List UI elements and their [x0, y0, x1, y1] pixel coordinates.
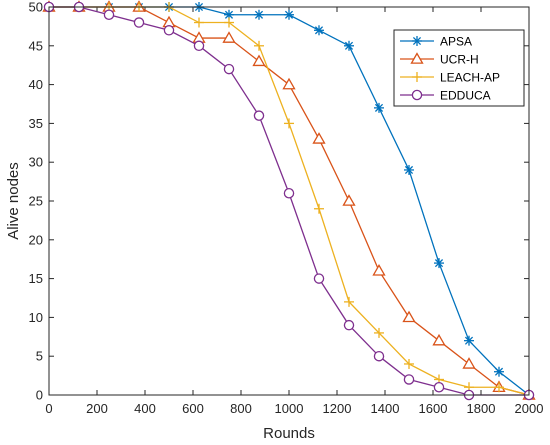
x-tick-label: 1600: [419, 401, 448, 416]
x-tick-label: 400: [134, 401, 156, 416]
data-point-asterisk-marker: [374, 102, 384, 113]
legend-label: UCR-H: [440, 52, 479, 66]
data-point-circle-marker: [433, 381, 445, 393]
legend: APSA UCR-H LEACH-AP EDDUCA: [393, 29, 525, 107]
data-point-plus-marker: [254, 40, 264, 51]
data-point-circle-marker: [163, 25, 175, 36]
series-line: [49, 6, 529, 396]
legend-item: UCR-H: [400, 52, 479, 66]
data-point-circle-marker: [373, 350, 385, 362]
data-point-asterisk-marker: [344, 40, 354, 51]
legend-item: LEACH-AP: [400, 70, 500, 84]
data-point-asterisk-marker: [254, 9, 264, 20]
y-tick-label: 35: [29, 116, 43, 131]
data-point-plus-marker: [404, 358, 414, 369]
data-point-circle-marker: [283, 187, 295, 199]
y-tick-label: 30: [29, 155, 43, 170]
data-point-triangle-marker: [222, 31, 236, 43]
data-point-triangle-marker: [312, 132, 326, 144]
y-tick-label: 20: [29, 232, 43, 247]
data-point-triangle-marker: [282, 77, 296, 90]
data-point-plus-marker: [284, 118, 294, 129]
x-tick-label: 600: [182, 401, 204, 416]
data-point-asterisk-marker: [434, 258, 444, 269]
data-point-circle-marker: [253, 110, 265, 121]
data-point-asterisk-marker: [494, 366, 504, 377]
data-point-plus-marker: [314, 203, 324, 214]
x-tick-label: 2000: [515, 401, 544, 416]
data-point-circle-marker: [133, 17, 145, 28]
x-tick-label: 1000: [275, 401, 304, 416]
axes: 0 200 400 600 800 1000 1200 1400 1600 1800 2000 0 5 1…: [29, 0, 544, 416]
data-point-triangle-marker: [372, 264, 386, 276]
data-point-plus-marker: [494, 382, 504, 393]
x-tick-label: 1400: [371, 401, 400, 416]
legend-label: LEACH-AP: [440, 70, 500, 84]
x-tick-label: 800: [230, 401, 252, 416]
series-layer: [42, 0, 536, 401]
x-axis-label: Rounds: [263, 425, 315, 442]
y-tick-label: 15: [29, 271, 43, 286]
data-point-plus-marker: [344, 296, 354, 307]
data-point-triangle-marker: [432, 333, 446, 346]
data-point-triangle-marker: [342, 194, 356, 206]
x-tick-label: 1200: [323, 401, 352, 416]
data-point-asterisk-marker: [404, 164, 414, 175]
y-tick-label: 45: [29, 38, 43, 53]
data-point-circle-marker: [313, 273, 325, 284]
data-point-triangle-marker: [252, 54, 266, 67]
data-point-asterisk-marker: [284, 9, 294, 20]
plot-frame: [48, 6, 530, 396]
data-point-plus-marker: [194, 17, 204, 28]
legend-item: EDDUCA: [400, 88, 491, 102]
data-point-asterisk-marker: [412, 36, 422, 46]
legend-label: EDDUCA: [440, 88, 491, 102]
x-tick-label: 0: [45, 401, 52, 416]
y-tick-label: 50: [29, 0, 43, 15]
data-point-plus-marker: [374, 327, 384, 338]
data-point-asterisk-marker: [314, 25, 324, 36]
data-point-circle-marker: [193, 40, 205, 52]
data-point-triangle-marker: [462, 357, 476, 369]
data-point-circle-marker: [343, 319, 355, 331]
x-tick-label: 1800: [467, 401, 496, 416]
data-point-circle-marker: [223, 63, 235, 75]
y-tick-label: 40: [29, 77, 43, 92]
y-tick-label: 0: [36, 388, 43, 403]
data-point-circle-marker: [411, 89, 423, 101]
y-tick-label: 25: [29, 194, 43, 209]
data-point-plus-marker: [224, 17, 234, 28]
data-point-asterisk-marker: [464, 335, 474, 346]
data-point-triangle-marker: [402, 310, 416, 323]
y-axis-label: Alive nodes: [5, 162, 22, 240]
x-tick-label: 200: [86, 401, 108, 416]
y-tick-label: 5: [36, 349, 43, 364]
data-point-circle-marker: [103, 9, 115, 21]
legend-item: APSA: [400, 34, 472, 48]
data-point-circle-marker: [403, 374, 415, 385]
legend-label: APSA: [440, 34, 472, 48]
data-point-triangle-marker: [410, 52, 424, 64]
y-tick-label: 10: [29, 310, 43, 325]
data-point-plus-marker: [412, 72, 422, 82]
